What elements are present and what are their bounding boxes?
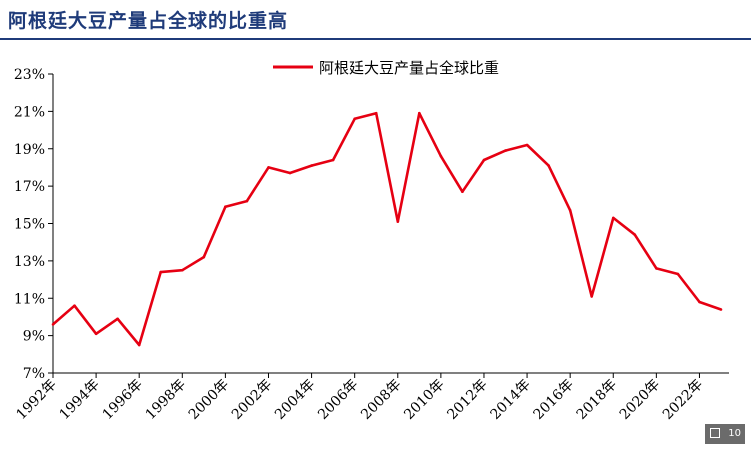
data-point — [245, 199, 249, 203]
x-tick-label: 2006年 — [315, 377, 361, 423]
page-badge: 10 — [705, 424, 745, 444]
data-point — [719, 308, 723, 311]
y-tick-label: 11% — [14, 291, 45, 307]
data-point — [181, 268, 184, 272]
data-point — [504, 149, 507, 152]
data-point — [568, 209, 572, 212]
data-point — [698, 300, 701, 304]
y-tick-label: 7% — [23, 366, 45, 382]
y-tick-label: 23% — [14, 67, 45, 83]
legend-label: 阿根廷大豆产量占全球比重 — [319, 59, 499, 77]
data-point — [439, 154, 443, 158]
data-point — [51, 323, 55, 326]
y-tick-label: 17% — [14, 179, 45, 195]
x-tick-label: 2010年 — [401, 377, 447, 423]
y-tick-label: 19% — [14, 142, 45, 158]
data-point — [633, 233, 637, 236]
data-point — [655, 267, 658, 270]
y-tick-label: 21% — [14, 104, 45, 120]
data-point — [137, 343, 141, 347]
data-point — [73, 304, 76, 308]
data-point — [331, 158, 335, 162]
data-point — [310, 164, 313, 167]
y-tick-label: 13% — [14, 254, 45, 270]
legend: 阿根廷大豆产量占全球比重 — [273, 59, 499, 77]
x-tick-label: 1998年 — [143, 377, 189, 423]
series-layer — [51, 111, 723, 347]
x-tick-label: 2008年 — [358, 377, 404, 423]
data-point — [590, 295, 593, 298]
logo-icon — [710, 428, 720, 438]
x-tick-label: 2018年 — [574, 377, 620, 423]
page-title: 阿根廷大豆产量占全球的比重高 — [8, 10, 289, 32]
x-tick-label: 2000年 — [186, 377, 232, 423]
data-point — [374, 111, 378, 115]
data-point — [461, 190, 464, 193]
series-line — [52, 111, 722, 347]
x-tick-label: 2004年 — [272, 377, 318, 423]
data-point — [525, 143, 529, 147]
data-point — [202, 255, 206, 259]
x-tick-label: 2020年 — [617, 377, 663, 423]
x-tick-label: 2016年 — [531, 377, 577, 423]
x-tick-label: 1994年 — [57, 377, 103, 423]
x-tick-label: 1992年 — [13, 377, 59, 423]
data-point — [612, 216, 615, 220]
data-point — [267, 166, 270, 169]
y-tick-label: 9% — [23, 329, 45, 345]
data-point — [94, 332, 98, 336]
x-tick-label: 2012年 — [444, 377, 490, 423]
data-point — [482, 158, 486, 162]
data-point — [224, 205, 227, 208]
data-point — [418, 111, 421, 115]
data-point — [159, 270, 162, 274]
page-number: 10 — [728, 428, 741, 439]
y-tick-label: 15% — [14, 217, 45, 233]
x-tick-label: 2002年 — [229, 377, 275, 423]
data-point — [288, 171, 292, 175]
x-tick-label: 2022年 — [660, 377, 706, 423]
x-tick-label: 1996年 — [100, 377, 146, 423]
data-point — [547, 164, 550, 167]
x-axis: 1992年1994年1996年1998年2000年2002年2004年2006年… — [13, 372, 729, 423]
title-divider — [0, 38, 751, 40]
x-tick-label: 2014年 — [487, 377, 533, 423]
data-point — [396, 220, 400, 223]
data-point — [676, 272, 680, 276]
data-point — [353, 117, 357, 121]
y-axis: 7% 9% 11% 13% 15% 17% 19% 21% 23% — [14, 67, 54, 382]
data-point — [116, 317, 119, 321]
